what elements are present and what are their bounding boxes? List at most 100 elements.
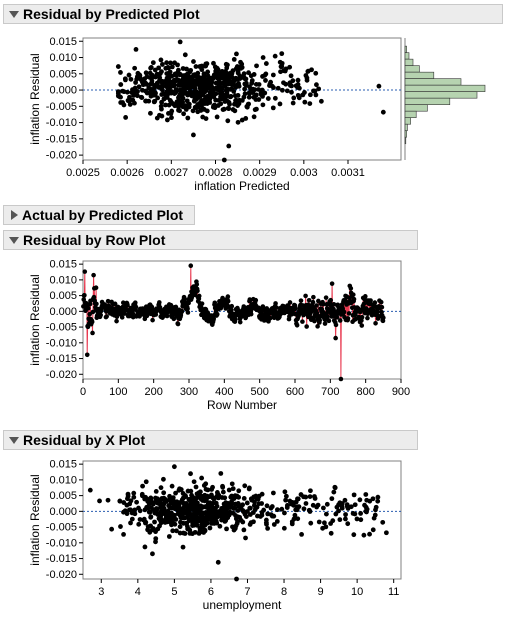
data-point bbox=[225, 294, 231, 299]
data-point bbox=[225, 298, 231, 304]
data-point bbox=[105, 497, 111, 503]
outlier-point bbox=[383, 530, 389, 536]
data-point bbox=[372, 512, 378, 518]
data-point bbox=[213, 91, 219, 97]
data-point bbox=[180, 66, 186, 71]
data-point bbox=[114, 314, 120, 320]
histogram-bar bbox=[404, 65, 420, 73]
data-point bbox=[112, 301, 118, 307]
y-tick-label: 0.015 bbox=[49, 459, 77, 471]
data-point bbox=[171, 316, 177, 322]
x-tick-label: 0.003 bbox=[290, 167, 318, 179]
data-point bbox=[269, 504, 275, 509]
residual-histogram bbox=[404, 45, 486, 145]
histogram-bar bbox=[404, 84, 486, 92]
data-point bbox=[345, 316, 351, 321]
data-point bbox=[230, 486, 236, 492]
data-point bbox=[375, 309, 380, 315]
data-point bbox=[317, 318, 323, 323]
x-tick-label: 200 bbox=[144, 386, 162, 398]
data-point bbox=[93, 285, 99, 291]
data-point bbox=[241, 495, 247, 501]
data-point bbox=[351, 492, 357, 498]
data-point bbox=[191, 479, 197, 485]
data-point bbox=[328, 297, 333, 303]
outlier-point bbox=[133, 46, 139, 52]
data-point bbox=[314, 303, 319, 308]
data-point bbox=[294, 323, 300, 328]
data-point bbox=[246, 90, 252, 96]
histogram-bar bbox=[404, 110, 417, 119]
data-point bbox=[296, 504, 302, 510]
data-point bbox=[370, 496, 376, 502]
data-point bbox=[134, 93, 140, 99]
section-header-actual-predicted[interactable]: Actual by Predicted Plot bbox=[3, 205, 195, 225]
data-point bbox=[263, 61, 269, 66]
data-point bbox=[253, 92, 259, 98]
data-point bbox=[161, 490, 167, 496]
data-point bbox=[173, 304, 179, 310]
data-point bbox=[236, 488, 242, 494]
data-point bbox=[323, 511, 329, 517]
data-point bbox=[225, 71, 231, 77]
data-point bbox=[307, 101, 313, 106]
data-point bbox=[171, 82, 177, 88]
disclosure-expanded-icon[interactable] bbox=[9, 236, 19, 244]
data-point bbox=[337, 517, 343, 523]
section-header-residual-x[interactable]: Residual by X Plot bbox=[3, 430, 418, 450]
data-point bbox=[334, 315, 340, 320]
data-point bbox=[209, 487, 215, 492]
data-point bbox=[247, 84, 252, 90]
disclosure-collapsed-icon[interactable] bbox=[11, 210, 18, 220]
disclosure-expanded-icon[interactable] bbox=[9, 10, 19, 18]
data-point bbox=[143, 88, 149, 94]
section-header-residual-row[interactable]: Residual by Row Plot bbox=[3, 230, 418, 250]
outlier-point bbox=[332, 485, 338, 491]
data-point bbox=[229, 303, 235, 309]
data-point bbox=[148, 514, 154, 520]
x-tick-label: 0.0027 bbox=[155, 167, 189, 179]
data-point bbox=[148, 65, 154, 71]
section-header-residual-predicted[interactable]: Residual by Predicted Plot bbox=[3, 4, 503, 24]
data-point bbox=[207, 517, 213, 522]
data-point bbox=[153, 312, 159, 317]
x-tick-label: 400 bbox=[215, 386, 233, 398]
data-point bbox=[190, 495, 195, 501]
data-point bbox=[212, 300, 218, 306]
data-point bbox=[146, 509, 152, 515]
data-point bbox=[200, 106, 206, 111]
data-point bbox=[199, 475, 205, 481]
data-point bbox=[137, 517, 143, 522]
data-point bbox=[225, 86, 230, 92]
data-point bbox=[315, 502, 321, 508]
y-tick-label: -0.020 bbox=[46, 369, 77, 381]
data-point bbox=[157, 75, 163, 81]
outlier-point bbox=[279, 51, 285, 57]
data-point bbox=[205, 73, 211, 79]
data-point bbox=[299, 531, 304, 537]
outlier-point bbox=[215, 559, 221, 565]
data-point bbox=[298, 298, 304, 303]
data-point bbox=[86, 305, 91, 311]
data-point bbox=[345, 505, 351, 511]
data-point bbox=[316, 86, 322, 92]
data-point bbox=[241, 527, 247, 533]
x-tick-label: 6 bbox=[208, 586, 214, 598]
disclosure-expanded-icon[interactable] bbox=[9, 436, 19, 444]
y-axis-label: inflation Residual bbox=[28, 274, 42, 365]
data-point bbox=[225, 105, 231, 111]
data-point bbox=[333, 335, 338, 341]
y-tick-label: -0.015 bbox=[46, 353, 77, 365]
data-point bbox=[142, 520, 148, 526]
data-point bbox=[187, 89, 193, 95]
data-point bbox=[212, 103, 218, 109]
data-point bbox=[147, 75, 153, 80]
data-point bbox=[158, 485, 164, 491]
y-tick-label: 0.000 bbox=[49, 85, 77, 97]
y-tick-label: -0.005 bbox=[46, 101, 77, 113]
data-point bbox=[242, 483, 248, 489]
data-point bbox=[275, 507, 280, 513]
residual-by-predicted-chart: 0.015 0.010 0.005 0.000 -0.005 -0.010 -0.015 -0… bbox=[28, 36, 486, 193]
data-point bbox=[270, 490, 276, 496]
data-point bbox=[375, 494, 381, 500]
